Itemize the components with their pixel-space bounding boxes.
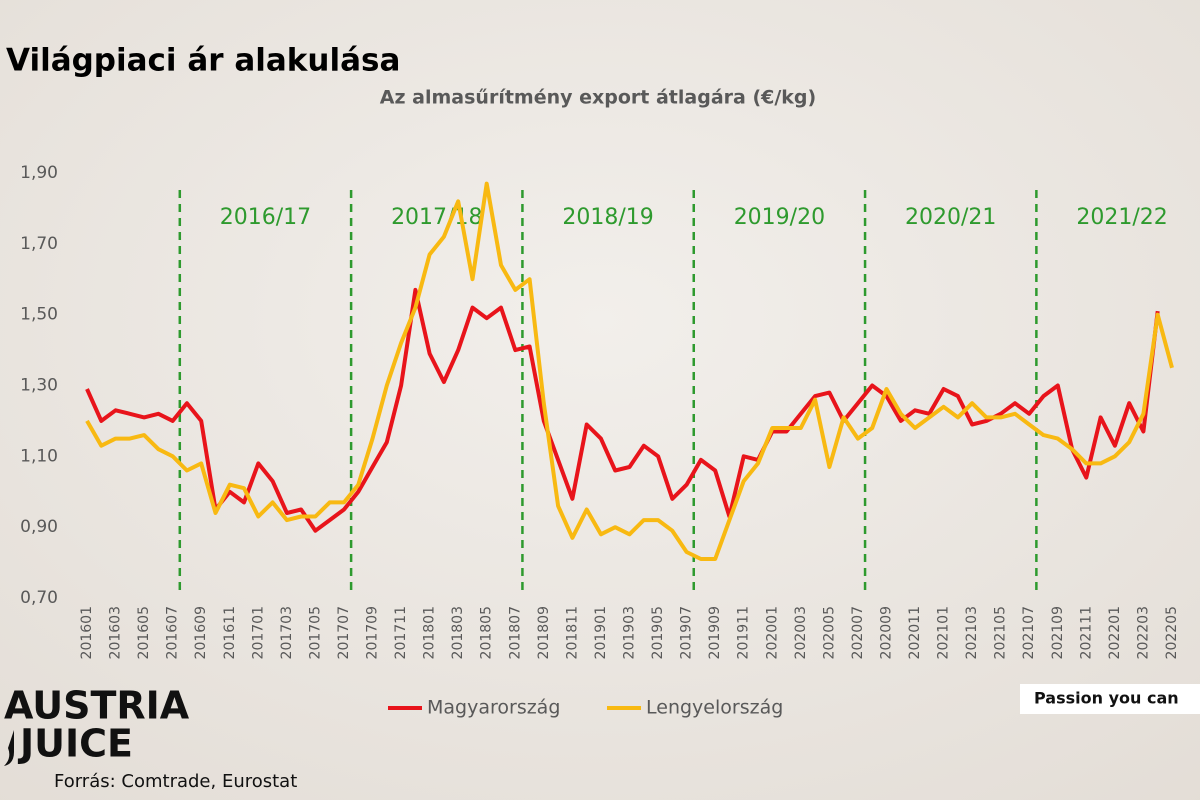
x-tick-label: 202109 [1050,606,1066,659]
season-label: 2020/21 [905,205,996,230]
chart-title: Világpiaci ár alakulása [6,43,400,79]
x-tick-label: 201705 [307,606,323,659]
season-label: 2016/17 [220,205,311,230]
x-tick-label: 201801 [422,606,438,659]
x-tick-label: 201809 [536,606,552,659]
logo-line-1: AUSTRIA [4,684,190,728]
x-tick-label: 202009 [878,606,894,659]
x-tick-label: 201803 [450,606,466,659]
logo-drop [4,730,14,766]
x-tick-label: 201605 [136,606,152,659]
y-tick-label: 1,50 [20,305,58,325]
legend-label: Magyarország [427,697,560,719]
x-tick-label: 201601 [79,606,95,659]
x-tick-label: 201805 [479,606,495,659]
x-tick-label: 202011 [907,606,923,659]
x-tick-label: 202003 [793,606,809,659]
x-tick-label: 201709 [365,606,381,659]
x-tick-label: 201811 [564,606,580,659]
season-label: 2021/22 [1076,205,1167,230]
y-tick-label: 1,70 [20,234,58,254]
y-tick-label: 0,90 [20,517,58,537]
x-tick-label: 201905 [650,606,666,659]
legend-label: Lengyelország [646,697,783,719]
x-tick-label: 202005 [821,606,837,659]
x-tick-label: 201903 [622,606,638,659]
y-tick-label: 1,90 [20,163,58,183]
x-tick-label: 202107 [1021,606,1037,659]
season-label: 2018/19 [562,205,653,230]
source: Forrás: Comtrade, Eurostat [54,771,297,792]
series-line [85,181,1174,561]
tagline-box [1020,684,1200,714]
series-line [85,287,1160,533]
x-tick-label: 202205 [1164,606,1180,659]
x-tick-label: 201911 [736,606,752,659]
x-tick-label: 202201 [1107,606,1123,659]
season-label: 2019/20 [734,205,825,230]
x-tick-label: 201707 [336,606,352,659]
x-tick-label: 202007 [850,606,866,659]
x-tick-label: 202001 [764,606,780,659]
x-tick-label: 201711 [393,606,409,659]
x-tick-label: 202101 [936,606,952,659]
x-tick-label: 201609 [193,606,209,659]
x-tick-label: 201901 [593,606,609,659]
x-tick-label: 202111 [1078,606,1094,659]
y-tick-label: 0,70 [20,588,58,608]
logo-line-2: JUICE [17,722,133,766]
x-tick-label: 201611 [222,606,238,659]
x-tick-label: 201807 [507,606,523,659]
y-tick-label: 1,30 [20,376,58,396]
x-tick-label: 201607 [165,606,181,659]
chart-subtitle: Az almasűrítmény export átlagára (€/kg) [380,87,816,109]
x-tick-label: 201907 [679,606,695,659]
x-tick-label: 202203 [1135,606,1151,659]
y-tick-label: 1,10 [20,446,58,466]
x-tick-label: 202103 [964,606,980,659]
x-tick-label: 201701 [250,606,266,659]
x-tick-label: 201909 [707,606,723,659]
tagline: Passion you can [1034,689,1179,708]
x-tick-label: 201603 [108,606,124,659]
x-tick-label: 201703 [279,606,295,659]
x-tick-label: 202105 [993,606,1009,659]
season-label: 2017/18 [391,205,482,230]
